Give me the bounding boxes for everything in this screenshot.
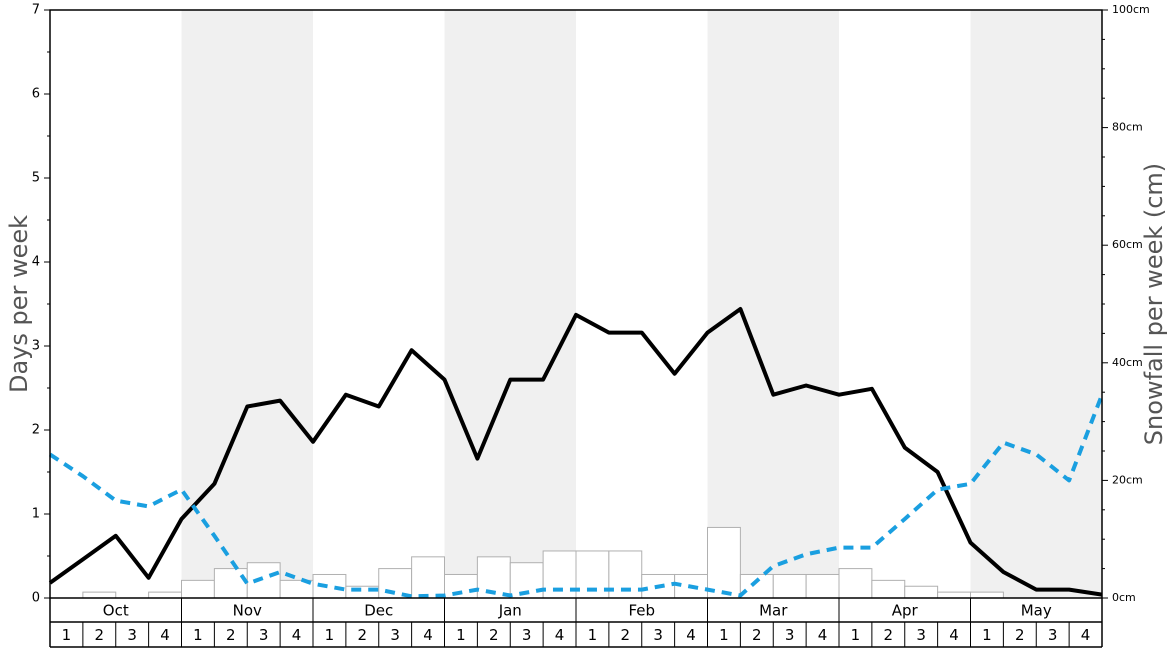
month-shade-jan: [444, 10, 576, 598]
y2-tick-label: 100cm: [1112, 3, 1150, 16]
left-axis-ticks: 0 1 2 3 4 5 6 7: [32, 3, 50, 606]
y-tick-label: 1: [32, 507, 40, 522]
y-tick-label: 6: [32, 87, 40, 102]
week-label: 2: [621, 626, 631, 644]
week-label: 2: [489, 626, 499, 644]
solid-series-line: [48, 307, 1103, 597]
y2-tick-label: 80cm: [1112, 121, 1143, 134]
y-tick-label: 3: [32, 339, 40, 354]
snowfall-bar: [772, 573, 807, 599]
week-label: 4: [949, 626, 959, 644]
snowfall-bar: [246, 562, 281, 599]
week-label: 2: [226, 626, 236, 644]
snowfall-bar: [937, 591, 971, 599]
month-shade-nov: [181, 10, 313, 598]
month-label-may: May: [1021, 602, 1052, 620]
y-tick-label: 4: [32, 255, 40, 270]
month-label-apr: Apr: [892, 602, 919, 620]
week-label: 4: [292, 626, 302, 644]
snowfall-bar: [805, 573, 840, 599]
week-label: 2: [752, 626, 762, 644]
y-tick-label: 7: [32, 3, 40, 18]
y-tick-label: 0: [32, 591, 40, 606]
dashed-series-line: [48, 393, 1104, 599]
week-label: 3: [916, 626, 926, 644]
right-axis-ticks: 0cm 20cm 40cm 60cm 80cm 100cm: [1102, 3, 1150, 604]
snowfall-bar: [970, 591, 1004, 599]
week-label: 3: [653, 626, 663, 644]
week-label: 1: [325, 626, 335, 644]
week-label: 1: [851, 626, 861, 644]
snowfall-bar: [411, 556, 445, 599]
y-tick-label: 5: [32, 171, 40, 186]
week-label: 3: [127, 626, 137, 644]
snowfall-bar: [838, 568, 873, 599]
y2-tick-label: 60cm: [1112, 238, 1143, 251]
snowfall-bar: [739, 573, 774, 599]
month-label-oct: Oct: [103, 602, 129, 620]
snowfall-bar: [148, 591, 182, 599]
snowfall-bar: [213, 568, 248, 599]
month-label-dec: Dec: [364, 602, 393, 620]
month-label-jan: Jan: [498, 602, 522, 620]
week-label: 3: [390, 626, 400, 644]
week-label: 1: [193, 626, 203, 644]
week-label: 3: [785, 626, 795, 644]
snowfall-bar: [82, 591, 117, 599]
y2-tick-label: 20cm: [1112, 473, 1143, 486]
month-label-feb: Feb: [628, 602, 655, 620]
week-label: 4: [818, 626, 828, 644]
week-label: 4: [160, 626, 170, 644]
week-label: 4: [1081, 626, 1091, 644]
right-axis-title: Snowfall per week (cm): [1140, 163, 1168, 445]
week-label: 1: [62, 626, 72, 644]
week-label: 2: [884, 626, 894, 644]
week-label: 2: [358, 626, 368, 644]
snowfall-bar: [707, 526, 741, 599]
data-lines: [48, 307, 1104, 599]
week-label: 1: [982, 626, 992, 644]
week-label: 1: [456, 626, 466, 644]
month-week-axis: Oct 1 2 3 4 Nov 1 2 3 4 Dec 1 2 3 4 Jan 1 2 3 4 Feb 1 2 3 4 Mar 1 2…: [49, 598, 1103, 648]
week-label: 1: [719, 626, 729, 644]
y2-tick-label: 40cm: [1112, 356, 1143, 369]
shaded-month-bands: [181, 10, 1102, 598]
week-label: 3: [1048, 626, 1058, 644]
week-label: 2: [95, 626, 105, 644]
week-label: 4: [423, 626, 433, 644]
week-label: 1: [588, 626, 598, 644]
snowfall-bar: [871, 579, 906, 599]
week-label: 4: [555, 626, 565, 644]
week-label: 3: [522, 626, 532, 644]
month-label-nov: Nov: [233, 602, 262, 620]
snowfall-bar: [904, 585, 939, 599]
month-label-mar: Mar: [759, 602, 788, 620]
month-shade-mar: [707, 10, 839, 598]
week-label: 2: [1015, 626, 1025, 644]
y2-tick-label: 0cm: [1112, 591, 1136, 604]
snowfall-bar: [181, 579, 215, 599]
week-label: 3: [259, 626, 269, 644]
week-label: 4: [686, 626, 696, 644]
month-shade-may: [970, 10, 1102, 598]
y-tick-label: 2: [32, 423, 40, 438]
left-axis-title: Days per week: [5, 215, 33, 393]
